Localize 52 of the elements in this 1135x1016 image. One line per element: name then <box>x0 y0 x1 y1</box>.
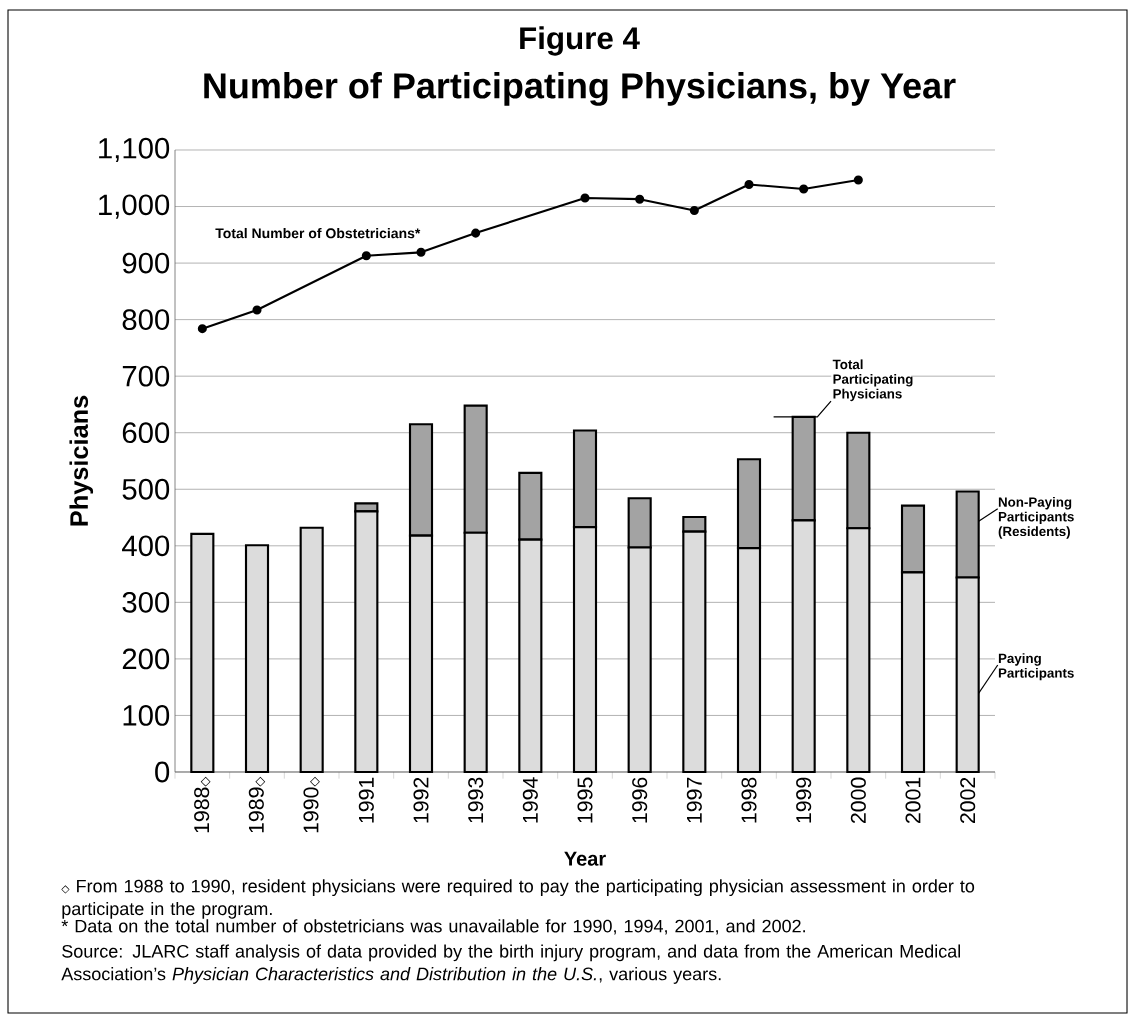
y-tick-label: 400 <box>122 535 170 557</box>
text: ◇ From 1988 to 1990, resident physicians were required to pay the participating physician assessment in order to participate in the program. <box>61 879 975 919</box>
y-tick-label: 1,000 <box>99 194 170 219</box>
y-tick-label: 700 <box>122 365 170 387</box>
annotation: Total Participating Physicians <box>832 359 913 402</box>
x-tick-label: 2001 <box>905 777 921 824</box>
y-tick-label: 900 <box>122 252 170 274</box>
point <box>580 193 590 203</box>
point <box>361 251 371 261</box>
point <box>799 184 809 194</box>
x-tick-label: 1991 <box>358 777 374 823</box>
y-axis-title: Physicians <box>69 395 94 526</box>
source-note: Source: JLARC staff analysis of data provided by the birth injury program, and data from the American Medical Association’s Physician Characteristics and Distribution in the U.S., various years. <box>61 944 961 984</box>
y-tick-label: 500 <box>122 478 170 500</box>
bar <box>190 532 215 774</box>
x-tick-label: 1995 <box>577 777 593 823</box>
x-tick-label: 1993 <box>468 777 484 823</box>
point <box>471 228 481 238</box>
x-tick-label: 1998 <box>741 777 757 823</box>
series-label: Paying Participants <box>998 653 1074 681</box>
y-tick-label: 300 <box>122 591 170 613</box>
point <box>853 175 863 185</box>
text: * Data on the total number of obstetricians was unavailable for 1990, 1994, 2001, and 2002. <box>61 919 805 935</box>
y-tick-label: 600 <box>122 422 170 444</box>
x-tick-label: 1997 <box>686 777 702 823</box>
x-tick-label: 1989◇ <box>248 776 266 833</box>
x-tick-label: 1996 <box>632 777 648 823</box>
x-tick-label: 1999 <box>796 777 812 823</box>
y-tick-label: 200 <box>122 648 170 670</box>
chart-subtitle: Number of Participating Physicians, by Year <box>204 72 956 106</box>
x-tick-label: 1992 <box>413 777 429 823</box>
bar <box>299 526 324 774</box>
point <box>197 324 207 334</box>
point <box>416 247 426 257</box>
series-label: Total Number of Obstetricians* <box>215 227 421 239</box>
y-tick-label: 800 <box>122 309 170 331</box>
y-tick-label: 0 <box>155 761 170 783</box>
bar <box>244 544 270 774</box>
chart-title: Figure 4 <box>520 26 640 56</box>
legend-label: Non-Paying Participants (Residents) <box>998 496 1074 539</box>
x-tick-label: 2000 <box>850 777 866 824</box>
point <box>744 179 754 190</box>
y-tick-label: 1,100 <box>99 137 170 163</box>
x-axis-title: Year <box>564 851 606 866</box>
x-tick-label: 1988◇ <box>194 776 211 833</box>
x-tick-label: 2002 <box>960 777 976 824</box>
point <box>635 194 645 204</box>
x-tick-label: 1994 <box>522 777 538 823</box>
point <box>252 305 262 315</box>
x-tick-label: 1990◇ <box>303 776 320 833</box>
point <box>689 205 699 216</box>
y-tick-label: 100 <box>123 705 170 726</box>
